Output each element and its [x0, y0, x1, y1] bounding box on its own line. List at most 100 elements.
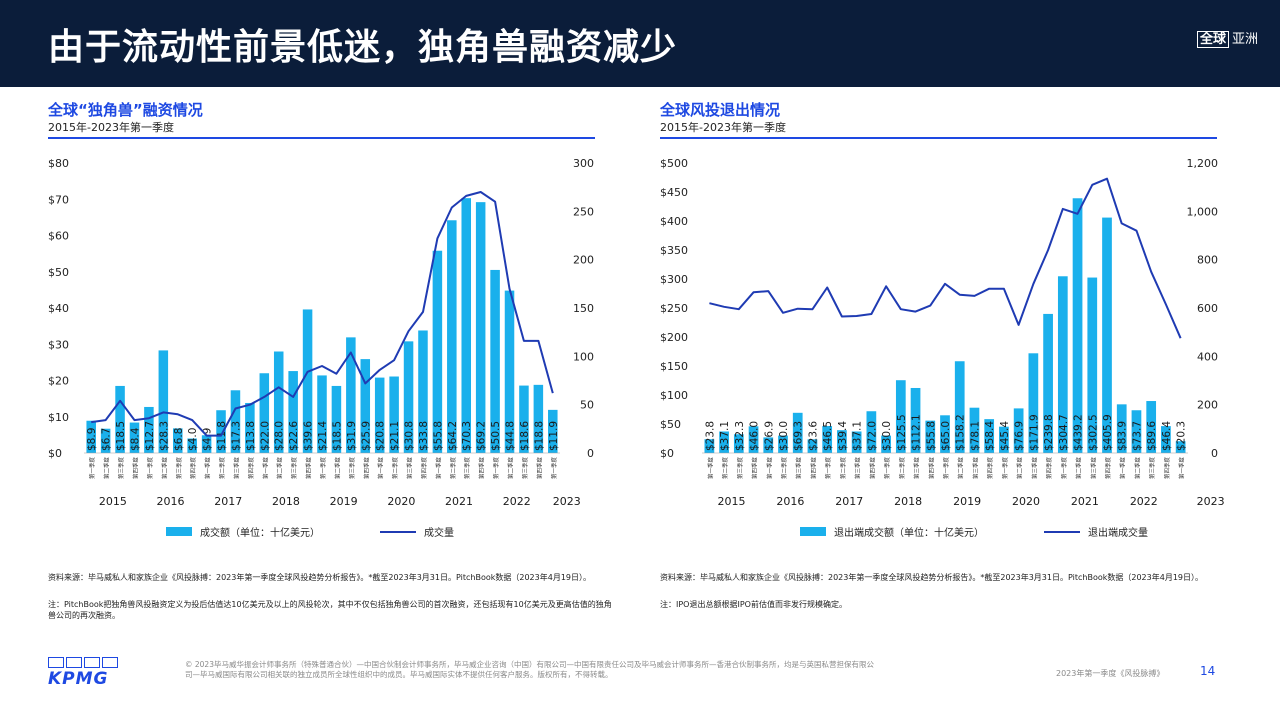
- year-tick-label: 2017: [835, 495, 863, 508]
- bar: [792, 412, 803, 453]
- line-series: [91, 191, 554, 437]
- bar-value-label: $25.9: [360, 421, 372, 451]
- y-axis-tick-label: $350: [660, 244, 688, 257]
- bar-value-label: $28.3: [158, 421, 170, 451]
- legend-line-label: 成交量: [424, 528, 454, 539]
- bar-value-label: $439.2: [1073, 414, 1085, 451]
- y-axis-tick-label: $100: [660, 389, 688, 402]
- bar-value-label: $18.8: [533, 421, 545, 451]
- bar-value-label: $405.9: [1102, 414, 1114, 451]
- legend-line-swatch: [380, 530, 416, 533]
- bar: [1175, 441, 1186, 453]
- bar-value-label: $58.4: [984, 421, 996, 451]
- bar: [1146, 401, 1157, 453]
- bar: [374, 377, 385, 453]
- quarter-tick-label: 第三季度: [348, 457, 356, 480]
- year-tick-label: 2018: [272, 495, 300, 508]
- y2-axis-tick-label: 200: [573, 254, 594, 267]
- bar: [778, 435, 788, 453]
- bar: [851, 431, 862, 453]
- y2-axis-tick-label: 600: [1197, 302, 1218, 315]
- bar: [216, 410, 226, 453]
- year-tick-label: 2020: [1012, 495, 1040, 508]
- report-name: 2023年第一季度《风投脉搏》: [1056, 669, 1165, 678]
- bar-value-label: $8.4: [129, 427, 141, 451]
- left-panel-subtitle: 2015年-2023年第一季度: [48, 121, 174, 134]
- quarter-tick-label: 第三季度: [913, 457, 921, 480]
- year-tick-label: 2016: [776, 495, 804, 508]
- quarter-tick-label: 第一季度: [1060, 457, 1068, 480]
- y2-axis-tick-label: 0: [587, 447, 594, 460]
- bar: [1087, 277, 1098, 453]
- quarter-tick-label: 第二季度: [449, 457, 457, 480]
- bar-value-label: $11.9: [548, 421, 560, 451]
- right-note: 注：IPO退出总额根据IPO前估值而非发行规模确定。: [660, 600, 847, 609]
- bar-value-label: $37.1: [719, 421, 731, 451]
- bar-value-label: $50.5: [490, 421, 502, 451]
- bar: [259, 373, 270, 453]
- bar: [461, 198, 472, 453]
- title-bar: 由于流动性前景低迷，独角兽融资减少 全球 亚洲: [0, 0, 1280, 87]
- bar-value-label: $171.9: [1028, 414, 1040, 451]
- bar-value-label: $22.0: [259, 421, 271, 451]
- quarter-tick-label: 第三季度: [175, 457, 183, 480]
- bar: [895, 380, 906, 453]
- y-axis-tick-label: $40: [48, 302, 69, 315]
- quarter-tick-label: 第一季度: [765, 457, 773, 480]
- bar: [331, 385, 342, 453]
- bar-value-label: $18.5: [115, 421, 127, 451]
- quarter-tick-label: 第四季度: [535, 457, 543, 480]
- bar: [1102, 217, 1112, 453]
- bar-value-label: $23.8: [704, 421, 716, 451]
- quarter-tick-label: 第一季度: [492, 457, 500, 480]
- y2-axis-tick-label: 1,200: [1187, 157, 1219, 170]
- bar-value-label: $83.9: [1117, 421, 1129, 451]
- bar: [144, 406, 154, 453]
- bar: [403, 341, 414, 453]
- quarter-tick-label: 第四季度: [131, 457, 139, 480]
- quarter-tick-label: 第一季度: [88, 457, 96, 480]
- y-axis-tick-label: $0: [48, 447, 62, 460]
- bar: [432, 250, 443, 453]
- right-legend: 退出端成交额（单位：十亿美元） 退出端成交量: [800, 524, 1148, 539]
- y-axis-tick-label: $300: [660, 273, 688, 286]
- bar-value-label: $46.0: [749, 421, 761, 451]
- quarter-tick-label: 第一季度: [706, 457, 714, 480]
- bar: [158, 350, 169, 453]
- y2-axis-tick-label: 100: [573, 350, 594, 363]
- kpmg-logo-text: KPMG: [48, 669, 109, 689]
- right-panel: 全球风投退出情况 2015年-2023年第一季度 $0 $50 $100 $150 $2…: [660, 95, 1225, 565]
- legend-line-swatch: [1044, 530, 1080, 533]
- y2-axis-tick-label: 250: [573, 205, 594, 218]
- quarter-tick-label: 第二季度: [276, 457, 284, 480]
- bar-value-label: $158.2: [955, 414, 967, 451]
- quarter-tick-label: 第二季度: [721, 457, 729, 480]
- quarter-tick-label: 第三季度: [795, 457, 803, 480]
- y2-axis-tick-label: 800: [1197, 254, 1218, 267]
- year-tick-label: 2015: [717, 495, 745, 508]
- year-tick-label: 2020: [387, 495, 415, 508]
- year-tick-label: 2023: [553, 495, 581, 508]
- quarter-tick-label: 第二季度: [218, 457, 226, 480]
- quarter-tick-label: 第二季度: [1016, 457, 1024, 480]
- kpmg-logo: KPMG: [48, 657, 118, 689]
- quarter-tick-label: 第二季度: [103, 457, 111, 480]
- quarter-tick-label: 第三季度: [290, 457, 298, 480]
- quarter-tick-label: 第一季度: [261, 457, 269, 480]
- year-tick-label: 2021: [1071, 495, 1099, 508]
- quarter-tick-label: 第二季度: [507, 457, 515, 480]
- y-axis-tick-label: $50: [48, 266, 69, 279]
- quarter-tick-label: 第一季度: [204, 457, 212, 480]
- bar: [1072, 198, 1083, 453]
- y2-axis-tick-label: 1,000: [1187, 205, 1219, 218]
- y-axis-tick-label: $10: [48, 411, 69, 424]
- bar-value-label: $76.9: [1014, 421, 1026, 451]
- bar: [389, 376, 399, 453]
- bar-value-label: $18.6: [519, 421, 531, 451]
- y-axis-tick-label: $500: [660, 157, 688, 170]
- bar: [201, 435, 212, 453]
- year-tick-label: 2018: [894, 495, 922, 508]
- bar-value-label: $18.5: [331, 421, 343, 451]
- year-tick-label: 2017: [214, 495, 242, 508]
- y-axis-tick-label: $400: [660, 215, 688, 228]
